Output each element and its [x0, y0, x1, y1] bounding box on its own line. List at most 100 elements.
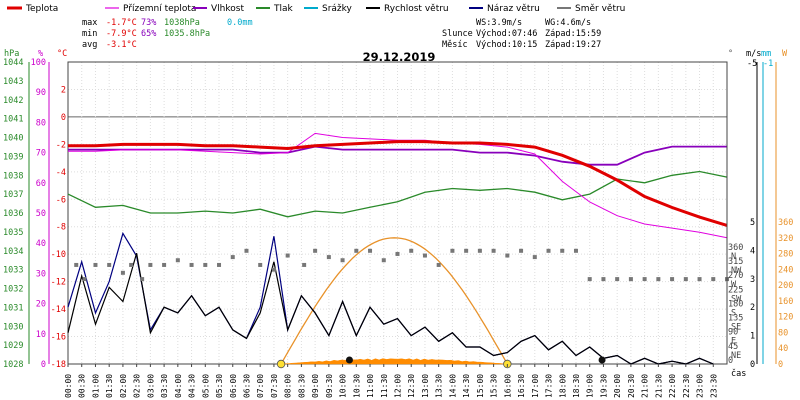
stats-min-temp: -7.9°C [106, 29, 137, 39]
direction-tick-label: SE [731, 323, 741, 333]
wind-direction-point [491, 248, 496, 253]
temperature-tick-label: -10 [51, 250, 66, 260]
sun-set: Západ:15:59 [545, 29, 601, 39]
wind-direction-point [93, 262, 98, 267]
wind-direction-point [189, 262, 194, 267]
info-block: WS:3.9m/s WG:4.6m/s Slunce Východ:07:46 … [442, 18, 601, 50]
temperature-tick-label: -2 [56, 140, 66, 150]
humidity-tick-label: 80 [36, 118, 46, 128]
humidity-tick-label: 90 [36, 88, 46, 98]
solar-radiation-area [281, 358, 508, 365]
x-tick-label: 00:30 [78, 374, 87, 398]
x-tick-label: 17:00 [531, 374, 540, 398]
temperature-tick-label: -18 [51, 360, 66, 370]
humidity-tick-label: 20 [36, 300, 46, 310]
pressure-tick-label: 1037 [3, 190, 23, 200]
wind-direction-point [436, 262, 441, 267]
humidity-tick-label: 0 [41, 360, 46, 370]
legend-item-smer-vetru: Směr větru [557, 4, 625, 14]
x-tick-label: 01:00 [91, 374, 100, 398]
wind-direction-point [395, 251, 400, 256]
x-tick-label: 13:00 [421, 374, 430, 398]
x-tick-label: 04:30 [188, 374, 197, 398]
wind-direction-point [546, 248, 551, 253]
moon-label: Měsíc [442, 40, 468, 50]
wind-speed-unit: m/s [746, 49, 761, 59]
x-tick-label: 10:30 [352, 374, 361, 398]
solar-tick-label: 320 [778, 234, 793, 244]
legend-label: Vlhkost [211, 4, 244, 14]
wind-direction-point [354, 248, 359, 253]
legend-label: Směr větru [575, 4, 625, 14]
wind-direction-point [217, 262, 222, 267]
humidity-tick-label: 60 [36, 179, 46, 189]
stats-block: max -1.7°C 73% 1038hPa 0.0mm min -7.9°C … [82, 18, 253, 50]
x-tick-label: 14:30 [462, 374, 471, 398]
rain-top: -1 [763, 59, 773, 69]
x-tick-label: 15:30 [490, 374, 499, 398]
x-tick-label: 08:00 [284, 374, 293, 398]
wind-direction-point [340, 258, 345, 263]
wind-direction-point [450, 248, 455, 253]
x-tick-label: 10:00 [339, 374, 348, 398]
wind-direction-point [313, 248, 318, 253]
x-tick-label: 19:30 [599, 374, 608, 398]
legend-item-tlak: Tlak [256, 4, 294, 14]
x-tick-label: 11:30 [380, 374, 389, 398]
direction-tick-label: NW [731, 266, 742, 276]
wind-direction-point [162, 262, 167, 267]
wind-direction-point [285, 253, 290, 258]
stats-min-hum: 65% [141, 29, 156, 39]
wind-speed-tick-label: 4 [750, 246, 755, 256]
x-tick-label: 18:30 [572, 374, 581, 398]
temperature-tick-label: -4 [56, 168, 66, 178]
wind-direction-point [148, 262, 153, 267]
x-tick-label: 05:00 [201, 374, 210, 398]
wind-speed-info: WS:3.9m/s [476, 18, 522, 28]
wind-direction-point [505, 253, 510, 258]
wind-direction-point [74, 262, 79, 267]
direction-tick-value: 45 [728, 342, 738, 352]
x-tick-label: 01:30 [105, 374, 114, 398]
x-tick-label: 13:30 [435, 374, 444, 398]
pressure-tick-label: 1042 [3, 96, 23, 106]
wind-direction-point [107, 262, 112, 267]
pressure-tick-label: 1036 [3, 209, 23, 219]
stats-max-temp: -1.7°C [106, 18, 137, 28]
wind-direction-point [670, 277, 675, 282]
x-tick-label: 22:30 [682, 374, 691, 398]
x-tick-label: 12:00 [394, 374, 403, 398]
x-tick-label: 16:00 [503, 374, 512, 398]
x-tick-label: 00:00 [64, 374, 73, 398]
legend-label: Teplota [25, 4, 58, 14]
wind-direction-point [477, 248, 482, 253]
solar-tick-label: 240 [778, 265, 793, 275]
legend-item-rychlost-vetru: Rychlost větru [366, 4, 449, 14]
x-tick-label: 14:00 [448, 374, 457, 398]
x-tick-label: 02:30 [133, 374, 142, 398]
wind-direction-point [140, 277, 145, 282]
x-tick-label: 11:00 [366, 374, 375, 398]
wind-direction-point [711, 277, 716, 282]
direction-tick-label: S [731, 308, 736, 318]
x-tick-label: 18:00 [558, 374, 567, 398]
moon-set: Západ:19:27 [545, 40, 601, 50]
direction-tick-value: 360 [728, 243, 743, 253]
x-tick-label: 07:30 [270, 374, 279, 398]
x-tick-label: 15:00 [476, 374, 485, 398]
solar-tick-label: 40 [778, 344, 788, 354]
stats-max-label: max [82, 18, 97, 28]
x-tick-label: 21:30 [654, 374, 663, 398]
solar-tick-label: 280 [778, 250, 793, 260]
temperature-tick-label: -6 [56, 195, 66, 205]
direction-tick-label: N [731, 252, 736, 262]
wind-speed-line [67, 253, 714, 365]
solar-tick-label: 120 [778, 313, 793, 323]
pressure-tick-label: 1031 [3, 303, 23, 313]
legend-item-vlhkost: Vlhkost [193, 4, 244, 14]
temperature-tick-label: -16 [51, 333, 66, 343]
stats-avg-temp: -3.1°C [106, 40, 137, 50]
temperature-tick-label: -14 [51, 305, 66, 315]
